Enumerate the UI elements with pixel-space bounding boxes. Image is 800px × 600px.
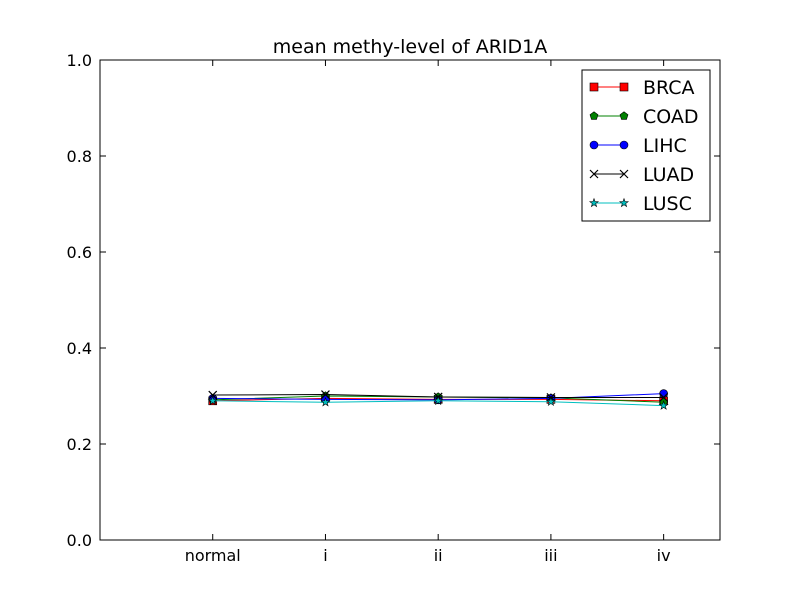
data-point-lihc-iv bbox=[659, 389, 668, 398]
legend-label-coad: COAD bbox=[643, 106, 699, 128]
data-point-luad-iv bbox=[659, 393, 669, 402]
y-tick-label: 1.0 bbox=[67, 51, 92, 70]
data-point-lusc-iii bbox=[545, 396, 556, 407]
y-tick-label: 0.2 bbox=[67, 435, 92, 454]
y-tick-label: 0.6 bbox=[67, 243, 92, 262]
legend-marker-left-lusc bbox=[588, 197, 600, 208]
data-point-lusc-normal bbox=[207, 395, 218, 406]
chart-title: mean methy-level of ARID1A bbox=[273, 36, 547, 58]
x-tick-label: i bbox=[323, 546, 327, 565]
legend-marker-left-luad bbox=[589, 169, 599, 179]
series-lusc bbox=[207, 395, 669, 410]
data-point-luad-i bbox=[321, 390, 330, 399]
legend-marker-right-coad bbox=[619, 111, 629, 120]
legend-item-luad: LUAD bbox=[589, 164, 694, 186]
legend-marker-right-brca bbox=[619, 82, 629, 92]
x-tick-label: ii bbox=[434, 546, 443, 565]
data-point-lusc-ii bbox=[433, 395, 444, 406]
legend-label-brca: BRCA bbox=[643, 77, 695, 99]
legend-item-brca: BRCA bbox=[589, 77, 695, 99]
legend-marker-right-lihc bbox=[619, 140, 629, 150]
x-tick-label: normal bbox=[185, 546, 241, 565]
legend-item-lihc: LIHC bbox=[589, 135, 687, 157]
legend-marker-left-brca bbox=[589, 82, 599, 92]
legend-label-luad: LUAD bbox=[643, 164, 694, 186]
x-tick-label: iii bbox=[544, 546, 557, 565]
legend: BRCA COAD LIHC LUAD LUSC bbox=[581, 69, 711, 222]
y-tick-label: 0.4 bbox=[67, 339, 92, 358]
legend-label-lihc: LIHC bbox=[643, 135, 687, 157]
x-tick-label: iv bbox=[657, 546, 671, 565]
legend-label-lusc: LUSC bbox=[643, 193, 692, 215]
legend-item-lusc: LUSC bbox=[588, 193, 692, 215]
legend-marker-right-luad bbox=[619, 169, 629, 179]
data-point-lusc-iv bbox=[658, 400, 669, 410]
legend-marker-left-coad bbox=[589, 111, 599, 120]
data-point-luad-normal bbox=[208, 390, 218, 400]
legend-marker-left-lihc bbox=[589, 140, 599, 150]
data-point-lusc-i bbox=[320, 396, 331, 407]
y-tick-label: 0.8 bbox=[67, 147, 92, 166]
legend-marker-right-lusc bbox=[618, 197, 630, 208]
plot-frame bbox=[99, 59, 721, 541]
y-tick-label: 0.0 bbox=[67, 531, 92, 550]
series-layer bbox=[207, 389, 669, 410]
legend-item-coad: COAD bbox=[589, 106, 699, 128]
